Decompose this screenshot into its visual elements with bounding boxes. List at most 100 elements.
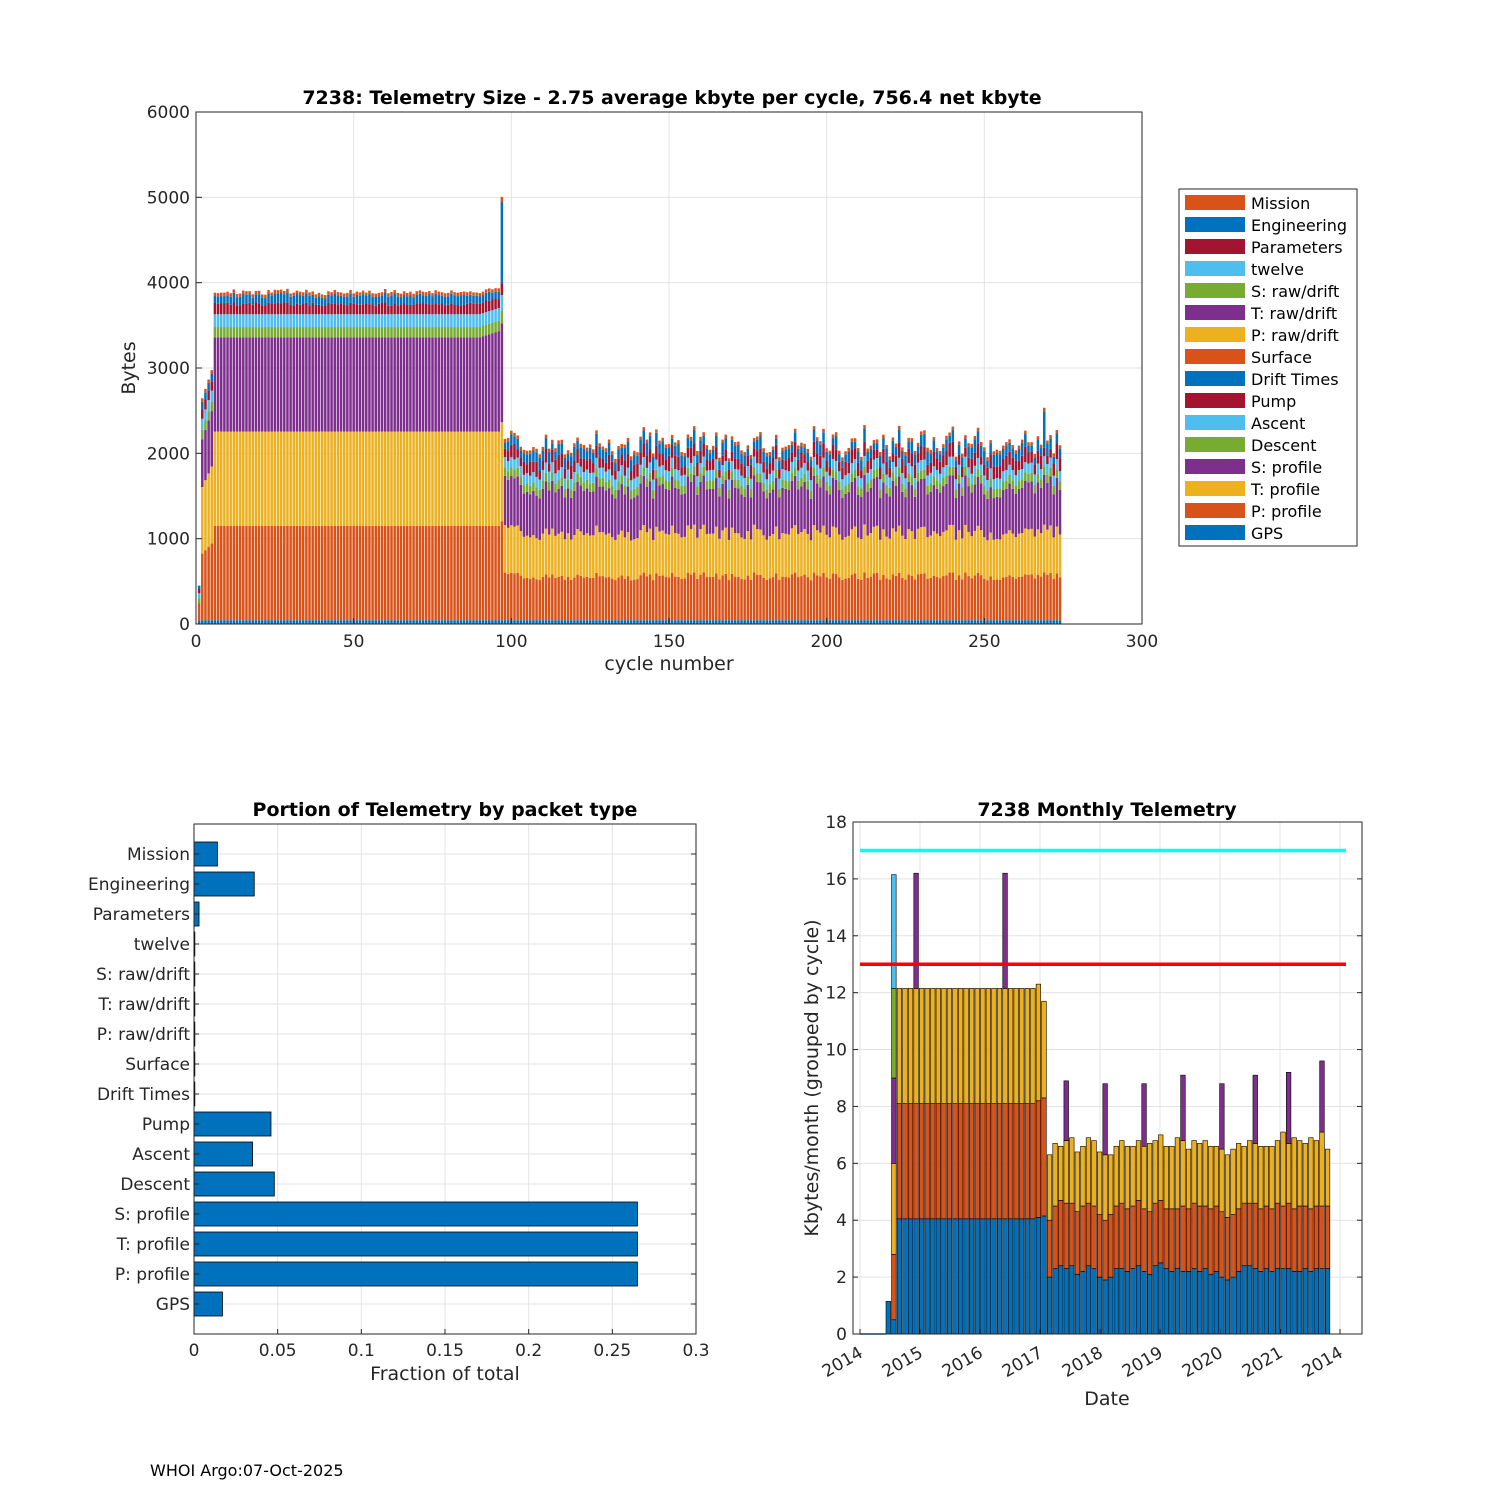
telemetry-bar-segment: [992, 539, 996, 580]
telemetry-bar-segment: [834, 471, 838, 480]
telemetry-bar-segment: [756, 473, 759, 483]
telemetry-bar-segment: [869, 449, 873, 458]
telemetry-bar-segment: [283, 620, 286, 624]
telemetry-bar-segment: [513, 436, 516, 444]
telemetry-bar-segment: [320, 294, 324, 298]
monthly-bar-segment: [1141, 1083, 1147, 1147]
telemetry-bar-segment: [938, 620, 942, 624]
monthly-bar-segment: [1191, 1268, 1197, 1335]
telemetry-bar-segment: [932, 620, 936, 624]
telemetry-bar-segment: [623, 475, 627, 486]
telemetry-bar-segment: [642, 467, 646, 476]
telemetry-bar-segment: [349, 431, 352, 526]
telemetry-legend-label: Descent: [1251, 436, 1317, 455]
telemetry-bar-segment: [314, 620, 318, 624]
monthly-bar-segment: [1152, 1265, 1158, 1335]
telemetry-bar-segment: [484, 525, 488, 621]
monthly-bar-segment: [1063, 1268, 1069, 1335]
telemetry-bar-segment: [803, 481, 806, 530]
telemetry-bar-segment: [440, 292, 444, 296]
telemetry-bar-segment: [500, 283, 504, 296]
telemetry-bar-segment: [453, 337, 456, 432]
monthly-bar-segment: [941, 988, 947, 1104]
telemetry-bar-segment: [456, 327, 459, 338]
telemetry-bar-segment: [447, 620, 450, 624]
telemetry-bar-segment: [995, 579, 999, 621]
telemetry-bar-segment: [264, 294, 267, 299]
telemetry-bar-segment: [1030, 528, 1033, 575]
monthly-bar-segment: [952, 988, 958, 1104]
telemetry-bar-segment: [1055, 469, 1059, 478]
telemetry-bar-segment: [705, 470, 709, 481]
monthly-bar-segment: [1147, 1273, 1153, 1335]
telemetry-bar-segment: [1046, 620, 1049, 624]
monthly-bar-segment: [1124, 1145, 1130, 1210]
telemetry-bar-segment: [358, 295, 362, 305]
portion-category-label: Mission: [127, 845, 190, 865]
telemetry-bar-segment: [901, 577, 904, 621]
telemetry-bar-segment: [733, 576, 737, 621]
telemetry-bar-segment: [838, 577, 841, 621]
telemetry-bar-segment: [749, 620, 753, 624]
telemetry-bar-segment: [916, 462, 920, 473]
telemetry-bar-segment: [440, 525, 444, 621]
telemetry-bar-segment: [393, 337, 396, 432]
monthly-bar-segment: [1247, 1265, 1253, 1335]
telemetry-bar-segment: [891, 472, 895, 481]
telemetry-bar-segment: [1039, 455, 1043, 470]
telemetry-bar-segment: [976, 458, 980, 469]
telemetry-bar-segment: [667, 455, 671, 472]
telemetry-bar-segment: [390, 431, 393, 526]
telemetry-bar-segment: [573, 446, 576, 461]
telemetry-bar-segment: [894, 477, 898, 486]
telemetry-bar-segment: [585, 620, 589, 624]
telemetry-bar-segment: [582, 444, 586, 449]
telemetry-bar-segment: [207, 400, 210, 412]
telemetry-bar-segment: [201, 398, 204, 402]
telemetry-bar-segment: [967, 486, 970, 532]
telemetry-bar-segment: [412, 337, 415, 432]
telemetry-bar-segment: [330, 295, 333, 304]
telemetry-bar-segment: [610, 461, 614, 476]
telemetry-bar-segment: [1008, 442, 1011, 452]
portion-xtick-label: 0.25: [593, 1341, 631, 1361]
telemetry-bar-segment: [935, 620, 939, 624]
monthly-bar-segment: [1141, 1145, 1147, 1210]
telemetry-bar-segment: [633, 497, 636, 540]
telemetry-bar-segment: [812, 429, 816, 442]
telemetry-bar-segment: [213, 431, 217, 526]
telemetry-bar-segment: [371, 431, 374, 526]
telemetry-bar-segment: [491, 333, 494, 432]
monthly-bar-segment: [1280, 1268, 1286, 1335]
telemetry-bar-segment: [396, 337, 400, 432]
telemetry-bar-segment: [715, 432, 718, 436]
telemetry-bar-segment: [620, 575, 623, 621]
telemetry-bar-segment: [355, 314, 359, 328]
telemetry-bar-segment: [986, 480, 989, 491]
telemetry-bar-segment: [264, 305, 267, 315]
telemetry-bar-segment: [358, 620, 362, 624]
telemetry-bar-segment: [497, 320, 500, 332]
telemetry-bar-segment: [1020, 576, 1024, 621]
telemetry-bar-segment: [702, 620, 705, 624]
telemetry-bar-segment: [860, 620, 863, 624]
monthly-bar-segment: [1197, 1271, 1203, 1335]
telemetry-bar-segment: [689, 620, 693, 624]
telemetry-bar-segment: [976, 443, 980, 459]
portion-xtick-label: 0.05: [259, 1341, 297, 1361]
telemetry-bar-segment: [595, 620, 598, 624]
telemetry-bar-segment: [784, 460, 787, 471]
monthly-ytick-label: 14: [825, 927, 847, 947]
telemetry-bar-segment: [844, 493, 847, 538]
telemetry-bar-segment: [336, 295, 340, 305]
telemetry-bar-segment: [342, 620, 346, 624]
telemetry-bar-segment: [453, 292, 456, 296]
telemetry-bar-segment: [355, 620, 359, 624]
telemetry-bar-segment: [317, 296, 321, 305]
telemetry-bar-segment: [806, 620, 810, 624]
telemetry-bar-segment: [951, 475, 955, 525]
monthly-bar-segment: [1163, 1145, 1169, 1210]
telemetry-bar-segment: [421, 431, 425, 526]
telemetry-bar-segment: [223, 620, 226, 624]
telemetry-bar-segment: [428, 431, 431, 526]
